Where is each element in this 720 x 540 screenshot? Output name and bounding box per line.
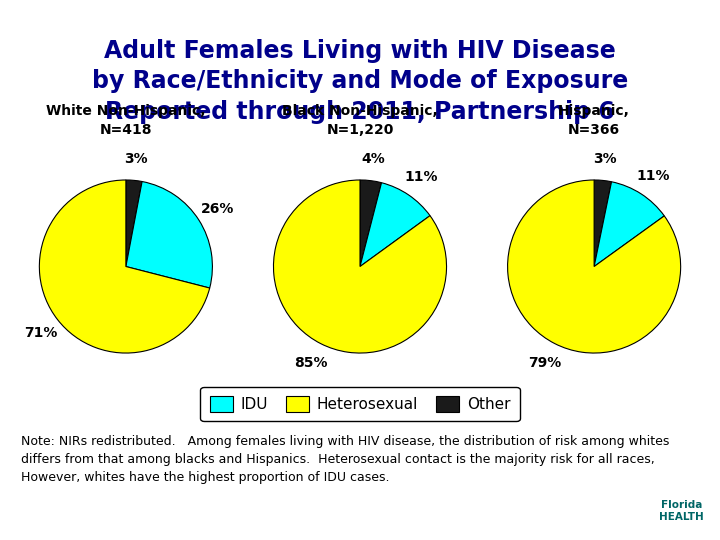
Text: 4%: 4% <box>361 152 385 166</box>
Text: 11%: 11% <box>636 168 670 183</box>
Wedge shape <box>126 181 212 288</box>
Text: Florida
HEALTH: Florida HEALTH <box>659 500 703 522</box>
Text: Black Non-Hispanic,
N=1,220: Black Non-Hispanic, N=1,220 <box>282 104 438 137</box>
Wedge shape <box>40 180 210 353</box>
Legend: IDU, Heterosexual, Other: IDU, Heterosexual, Other <box>200 387 520 421</box>
Text: 3%: 3% <box>593 152 617 166</box>
Wedge shape <box>508 180 680 353</box>
Text: 71%: 71% <box>24 326 57 340</box>
Text: Hispanic,
N=366: Hispanic, N=366 <box>558 104 630 137</box>
Wedge shape <box>360 180 382 267</box>
Wedge shape <box>594 182 665 267</box>
Text: 85%: 85% <box>294 356 328 370</box>
Text: Note: NIRs redistributed.   Among females living with HIV disease, the distribut: Note: NIRs redistributed. Among females … <box>22 435 670 484</box>
Wedge shape <box>360 183 430 267</box>
Wedge shape <box>594 180 611 267</box>
Text: Adult Females Living with HIV Disease
by Race/Ethnicity and Mode of Exposure
Rep: Adult Females Living with HIV Disease by… <box>92 39 628 124</box>
Text: 79%: 79% <box>528 356 562 370</box>
Wedge shape <box>126 180 142 267</box>
Text: 11%: 11% <box>404 170 438 184</box>
Wedge shape <box>274 180 446 353</box>
Text: 3%: 3% <box>125 152 148 166</box>
Text: 26%: 26% <box>201 201 234 215</box>
Text: White Non-Hispanic,
N=418: White Non-Hispanic, N=418 <box>46 104 206 137</box>
